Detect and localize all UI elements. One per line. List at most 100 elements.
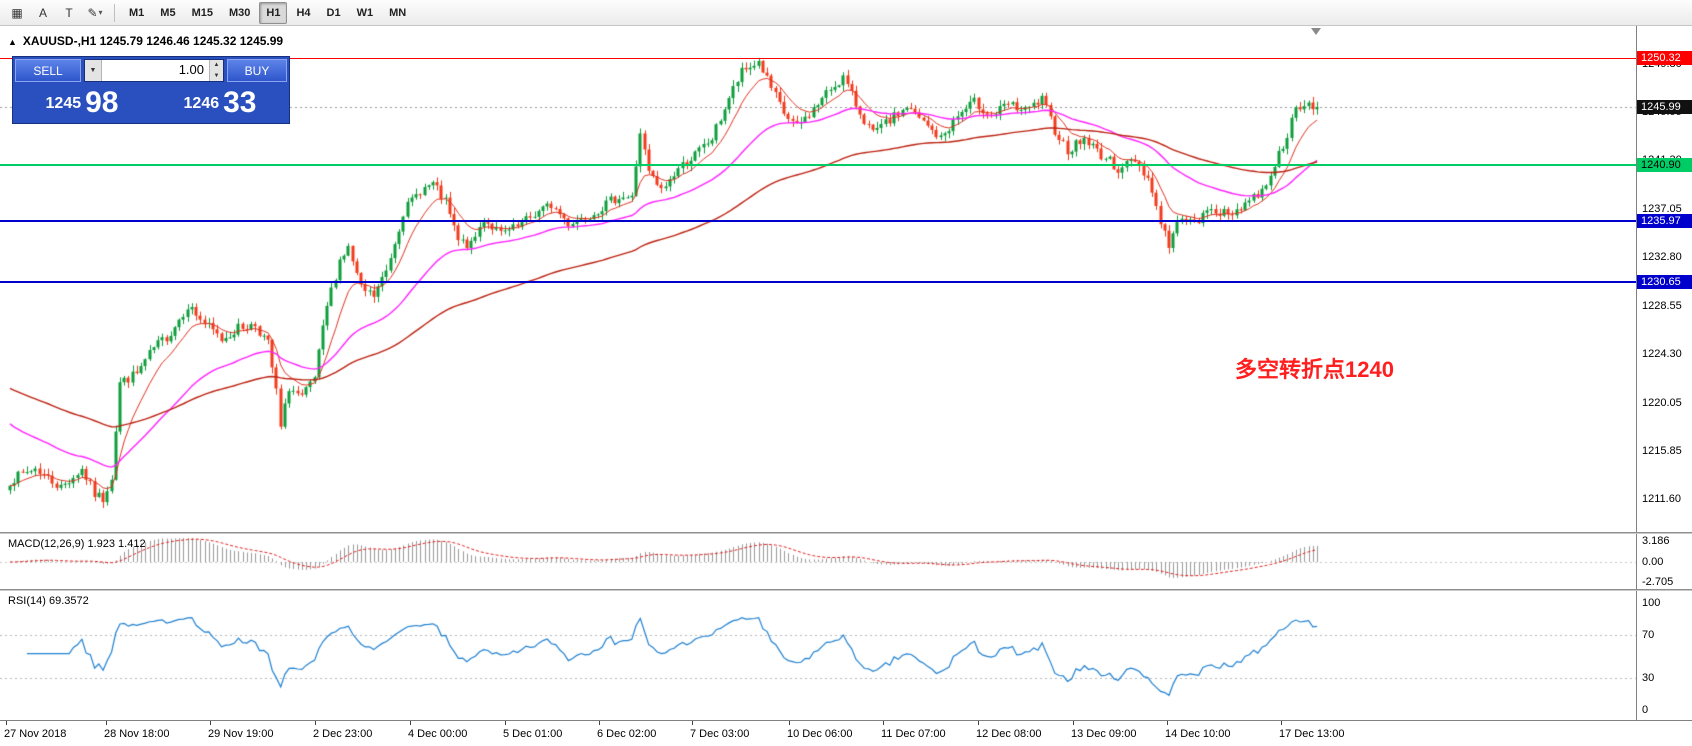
- horizontal-line-1250.32[interactable]: [0, 58, 1636, 59]
- timeframe-button-w1[interactable]: W1: [356, 6, 374, 19]
- price-axis-label: 1224.30: [1642, 348, 1682, 360]
- price-axis-label: 1211.60: [1642, 493, 1681, 505]
- market-watch-grid-icon[interactable]: ▦: [11, 5, 23, 20]
- rsi-pane[interactable]: RSI(14) 69.3572: [0, 591, 1636, 718]
- ask-price-display[interactable]: 1246 33: [151, 83, 289, 121]
- time-axis-tick: [106, 721, 107, 725]
- time-axis-label: 2 Dec 23:00: [313, 728, 373, 740]
- price-axis-label: 1237.05: [1642, 203, 1682, 215]
- macd-header: MACD(12,26,9) 1.923 1.412: [8, 538, 146, 550]
- time-axis-tick: [1073, 721, 1074, 725]
- time-axis-label: 11 Dec 07:00: [881, 728, 946, 740]
- time-axis-label: 10 Dec 06:00: [787, 728, 853, 740]
- lot-size-value[interactable]: 1.00: [178, 62, 204, 77]
- macd-axis-label: 0.00: [1642, 556, 1664, 568]
- macd-canvas[interactable]: [0, 534, 1636, 589]
- bid-price-display[interactable]: 1245 98: [13, 83, 151, 121]
- line-studies-icon[interactable]: ✎ ▾: [87, 5, 103, 20]
- time-axis-tick: [6, 721, 7, 725]
- time-axis-tick: [315, 721, 316, 725]
- timeframe-button-m1[interactable]: M1: [129, 6, 145, 19]
- price-axis-label: 1220.05: [1642, 397, 1682, 409]
- pane-divider-rsi[interactable]: [0, 589, 1692, 591]
- price-badge-1240.90: 1240.90: [1637, 158, 1692, 172]
- time-axis-label: 28 Nov 18:00: [104, 728, 170, 740]
- rsi-axis-label: 100: [1642, 597, 1661, 609]
- price-axis-label: 1232.80: [1642, 251, 1682, 263]
- macd-axis-label: -2.705: [1642, 575, 1674, 588]
- bid-price-main: 1245: [45, 95, 82, 112]
- price-badge-1230.65: 1230.65: [1637, 275, 1692, 289]
- timeframe-button-mn[interactable]: MN: [389, 6, 407, 19]
- time-axis-tick: [505, 721, 506, 725]
- time-axis-tick: [1281, 721, 1282, 725]
- lot-dropdown-icon[interactable]: ▼: [85, 60, 102, 81]
- time-axis-label: 13 Dec 09:00: [1071, 728, 1137, 740]
- toolbar-icon-group: ▦ A T ✎ ▾: [4, 2, 108, 24]
- time-axis-label: 29 Nov 19:00: [208, 728, 274, 740]
- time-axis-label: 6 Dec 02:00: [597, 728, 657, 740]
- time-axis-tick: [210, 721, 211, 725]
- rsi-header: RSI(14) 69.3572: [8, 595, 89, 607]
- time-axis-label: 17 Dec 13:00: [1279, 728, 1345, 740]
- price-badge-1235.97: 1235.97: [1637, 214, 1692, 228]
- pane-divider-macd[interactable]: [0, 532, 1692, 534]
- lot-size-control[interactable]: ▼ 1.00 ▲ ▼: [84, 59, 224, 82]
- rsi-axis-label: 0: [1642, 704, 1649, 716]
- rsi-axis-label: 30: [1642, 672, 1655, 684]
- price-axis-label: 1228.55: [1642, 300, 1682, 312]
- dropdown-caret-icon: ▾: [98, 8, 103, 17]
- one-click-collapse-icon[interactable]: ▲: [8, 37, 17, 47]
- timeframe-button-m5[interactable]: M5: [160, 6, 176, 19]
- chart-header: ▲ XAUUSD-,H1 1245.79 1246.46 1245.32 1245…: [8, 34, 283, 48]
- time-axis[interactable]: 27 Nov 2018 28 Nov 18:00 29 Nov 19:00 2 Dec…: [0, 720, 1692, 746]
- time-axis-label: 14 Dec 10:00: [1165, 728, 1231, 740]
- ask-price-main: 1246: [183, 95, 220, 112]
- time-axis-tick: [978, 721, 979, 725]
- macd-axis-label: 3.186: [1642, 535, 1670, 547]
- price-axis-label: 1215.85: [1642, 445, 1682, 457]
- time-axis-label: 4 Dec 00:00: [408, 728, 468, 740]
- rsi-axis-label: 70: [1642, 629, 1655, 641]
- price-axis[interactable]: 1249.801245.551241.301237.051232.801228.…: [1636, 26, 1692, 720]
- timeframe-button-h1[interactable]: H1: [259, 1, 288, 24]
- top-toolbar: ▦ A T ✎ ▾ M1 M5 M15 M30 H1 H4 D1 W1 MN: [0, 0, 1692, 26]
- horizontal-line-1240.90[interactable]: [0, 164, 1636, 166]
- ask-price-pips: 33: [223, 86, 257, 119]
- price-pane[interactable]: ▲ XAUUSD-,H1 1245.79 1246.46 1245.32 1245…: [0, 26, 1636, 532]
- time-axis-tick: [692, 721, 693, 725]
- sell-button[interactable]: SELL: [15, 59, 81, 82]
- one-click-trading-panel: SELL ▼ 1.00 ▲ ▼ BUY 1245 98 1246: [12, 56, 290, 124]
- timeframe-button-d1[interactable]: D1: [326, 6, 341, 19]
- time-axis-tick: [883, 721, 884, 725]
- lot-increment-icon[interactable]: ▲: [209, 60, 223, 71]
- time-axis-label: 5 Dec 01:00: [503, 728, 563, 740]
- timeframe-button-m30[interactable]: M30: [228, 6, 251, 19]
- cursor-tool-icon[interactable]: A: [38, 5, 47, 20]
- time-axis-tick: [599, 721, 600, 725]
- toolbar-separator: [114, 3, 115, 22]
- text-tool-icon[interactable]: T: [65, 5, 73, 20]
- rsi-canvas[interactable]: [0, 591, 1636, 718]
- bid-price-pips: 98: [85, 86, 119, 119]
- time-axis-tick: [789, 721, 790, 725]
- horizontal-line-1235.97[interactable]: [0, 220, 1636, 222]
- timeframe-button-m15[interactable]: M15: [191, 6, 213, 19]
- lot-decrement-icon[interactable]: ▼: [209, 70, 223, 81]
- time-axis-tick: [1167, 721, 1168, 725]
- lot-spinner: ▲ ▼: [209, 60, 223, 81]
- macd-pane[interactable]: MACD(12,26,9) 1.923 1.412: [0, 534, 1636, 589]
- buy-button[interactable]: BUY: [227, 59, 287, 82]
- chart-shift-marker[interactable]: [1311, 28, 1321, 35]
- horizontal-lines-layer: [0, 26, 1636, 532]
- timeframe-button-h4[interactable]: H4: [296, 6, 311, 19]
- last-price-badge: 1245.99: [1637, 100, 1692, 114]
- chart-window: ▲ XAUUSD-,H1 1245.79 1246.46 1245.32 1245…: [0, 26, 1692, 746]
- time-axis-label: 12 Dec 08:00: [976, 728, 1042, 740]
- chart-ohlc-header: XAUUSD-,H1 1245.79 1246.46 1245.32 1245.…: [22, 34, 284, 48]
- horizontal-line-1230.65[interactable]: [0, 281, 1636, 283]
- time-axis-label: 27 Nov 2018: [4, 728, 67, 740]
- chart-annotation-text[interactable]: 多空转折点1240: [1235, 357, 1394, 382]
- time-axis-label: 7 Dec 03:00: [690, 728, 750, 740]
- price-badge-1250.32: 1250.32: [1637, 51, 1692, 65]
